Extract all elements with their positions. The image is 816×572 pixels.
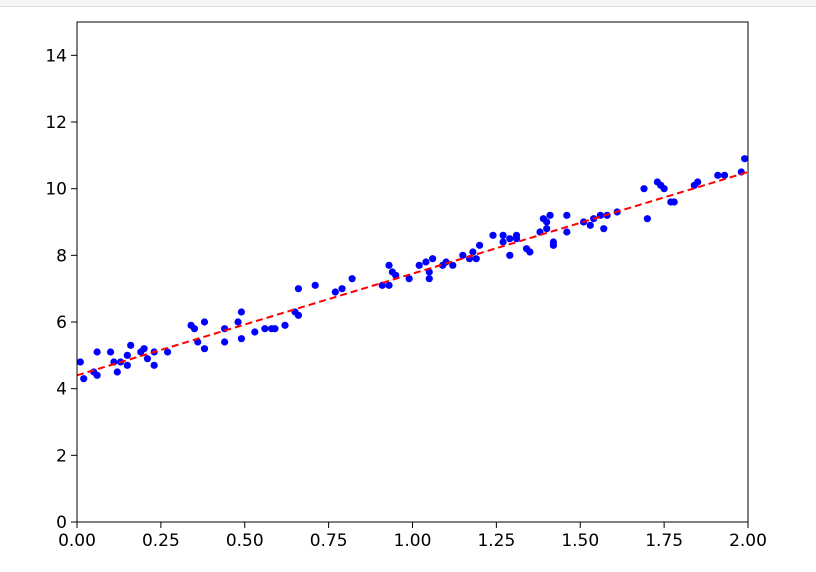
data-point-19 [190,325,199,333]
data-point-85 [643,215,651,223]
data-point-10 [123,351,131,359]
x-tick-label-7: 1.75 [645,531,683,551]
y-tick-label-1: 2 [56,446,67,466]
data-point-76 [563,228,571,236]
data-point-39 [348,275,356,283]
fit-line-group [76,171,749,377]
data-point-22 [200,345,209,353]
data-point-41 [385,281,393,289]
data-point-13 [140,345,148,353]
y-tick-label-4: 8 [56,246,67,266]
data-point-3 [93,371,101,379]
y-tick-label-3: 6 [56,313,67,333]
data-point-59 [489,231,497,239]
data-point-34 [294,311,303,319]
data-point-25 [234,318,242,326]
data-point-1 [80,375,88,383]
data-point-47 [422,258,430,266]
data-point-5 [106,348,115,356]
y-axis: 0 2 4 6 8 10 12 14 [45,46,77,533]
data-point-37 [331,288,339,296]
data-point-93 [714,171,722,179]
x-tick-label-4: 1.00 [394,531,432,551]
data-point-24 [221,338,229,346]
data-points [76,155,749,383]
data-point-53 [449,261,457,269]
x-tick-label-0: 0.00 [58,531,96,551]
data-point-48 [425,268,433,276]
x-axis: 0.00 0.25 0.50 0.75 1.00 1.25 1.50 1.75 2.00 [58,522,767,551]
data-point-70 [543,225,551,233]
x-tick-label-8: 2.00 [729,531,767,551]
data-point-96 [741,155,749,163]
data-point-29 [261,325,269,333]
data-point-71 [543,218,551,226]
data-point-28 [251,328,259,336]
data-point-44 [392,271,400,279]
data-point-92 [694,178,702,186]
data-point-42 [385,261,393,269]
x-tick-label-1: 0.25 [142,531,180,551]
data-point-49 [425,275,433,283]
data-point-81 [600,225,608,233]
data-point-65 [512,235,521,243]
data-point-21 [200,318,209,326]
data-point-58 [476,241,484,249]
data-point-17 [163,348,172,356]
data-point-9 [123,361,131,369]
x-tick-label-2: 0.50 [226,531,264,551]
data-point-36 [311,281,319,289]
data-point-67 [526,248,534,256]
data-point-32 [281,321,289,329]
data-point-56 [469,248,477,256]
data-point-60 [499,231,507,239]
data-point-35 [294,285,303,293]
data-point-0 [76,358,84,366]
data-point-61 [499,238,507,246]
data-point-38 [338,285,346,293]
y-tick-label-5: 10 [45,180,67,200]
y-tick-label-6: 12 [45,113,67,133]
data-point-72 [546,211,554,219]
data-point-88 [660,185,668,193]
data-point-90 [670,198,678,206]
data-point-15 [150,361,158,369]
data-point-46 [415,261,423,269]
data-point-63 [506,251,514,259]
x-tick-label-5: 1.25 [477,531,515,551]
data-point-26 [237,308,245,316]
data-point-14 [143,355,152,363]
data-point-78 [586,221,594,229]
data-point-40 [378,281,386,289]
data-point-74 [549,241,558,249]
data-point-54 [459,251,467,259]
data-point-84 [640,185,648,193]
data-point-75 [563,211,571,219]
data-point-94 [720,171,729,179]
data-point-57 [472,255,480,263]
y-tick-label-2: 4 [56,380,67,400]
x-tick-label-6: 1.50 [561,531,599,551]
data-point-31 [271,325,279,333]
y-tick-label-0: 0 [56,513,67,533]
data-point-45 [405,275,413,283]
x-tick-label-3: 0.75 [310,531,348,551]
data-point-62 [506,235,514,243]
fit-line [76,171,749,377]
top-bar [0,0,816,7]
data-point-27 [237,335,245,343]
data-point-7 [113,368,121,376]
y-tick-label-7: 14 [45,46,67,66]
data-point-4 [93,348,101,356]
data-point-50 [429,255,437,263]
plot-frame [76,21,749,523]
data-point-11 [127,341,135,349]
